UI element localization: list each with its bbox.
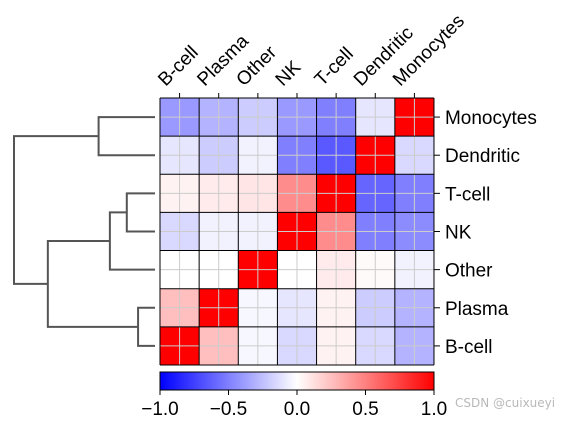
row-label-monocytes: Monocytes xyxy=(445,108,537,129)
dendrogram-link-5 xyxy=(13,135,99,285)
colorbar-gradient xyxy=(159,371,435,391)
row-dendrogram xyxy=(13,116,155,347)
dendrogram-link-3 xyxy=(97,116,155,157)
colorbar-tick-label: −1.0 xyxy=(141,399,179,420)
dendrogram-link-1 xyxy=(125,192,155,233)
colorbar-tick-label: −0.5 xyxy=(210,399,248,420)
row-label-b-cell: B-cell xyxy=(445,337,493,358)
column-label-b-cell: B-cell xyxy=(154,42,202,90)
dendrogram-link-2 xyxy=(108,211,155,271)
row-label-nk: NK xyxy=(445,222,472,243)
dendrogram-link-4 xyxy=(46,240,139,328)
row-label-dendritic: Dendritic xyxy=(445,146,520,167)
watermark: CSDN @cuixueyi xyxy=(455,396,556,410)
row-label-plasma: Plasma xyxy=(445,299,509,320)
column-label-t-cell: T-cell xyxy=(311,44,358,91)
row-label-t-cell: T-cell xyxy=(445,184,490,205)
row-label-other: Other xyxy=(445,261,493,282)
row-labels: Monocytes Dendritic T-cell NK Other Plasma B-c… xyxy=(433,108,537,358)
colorbar-tick-label: 0.5 xyxy=(352,399,378,420)
colorbar: −1.0 −0.5 0.0 0.5 1.0 xyxy=(141,371,447,420)
column-label-nk: NK xyxy=(272,57,306,91)
dendrogram-link-0 xyxy=(137,306,155,347)
colorbar-tick-label: 0.0 xyxy=(284,399,310,420)
heatmap-grid xyxy=(159,97,435,366)
colorbar-tick-label: 1.0 xyxy=(421,399,447,420)
